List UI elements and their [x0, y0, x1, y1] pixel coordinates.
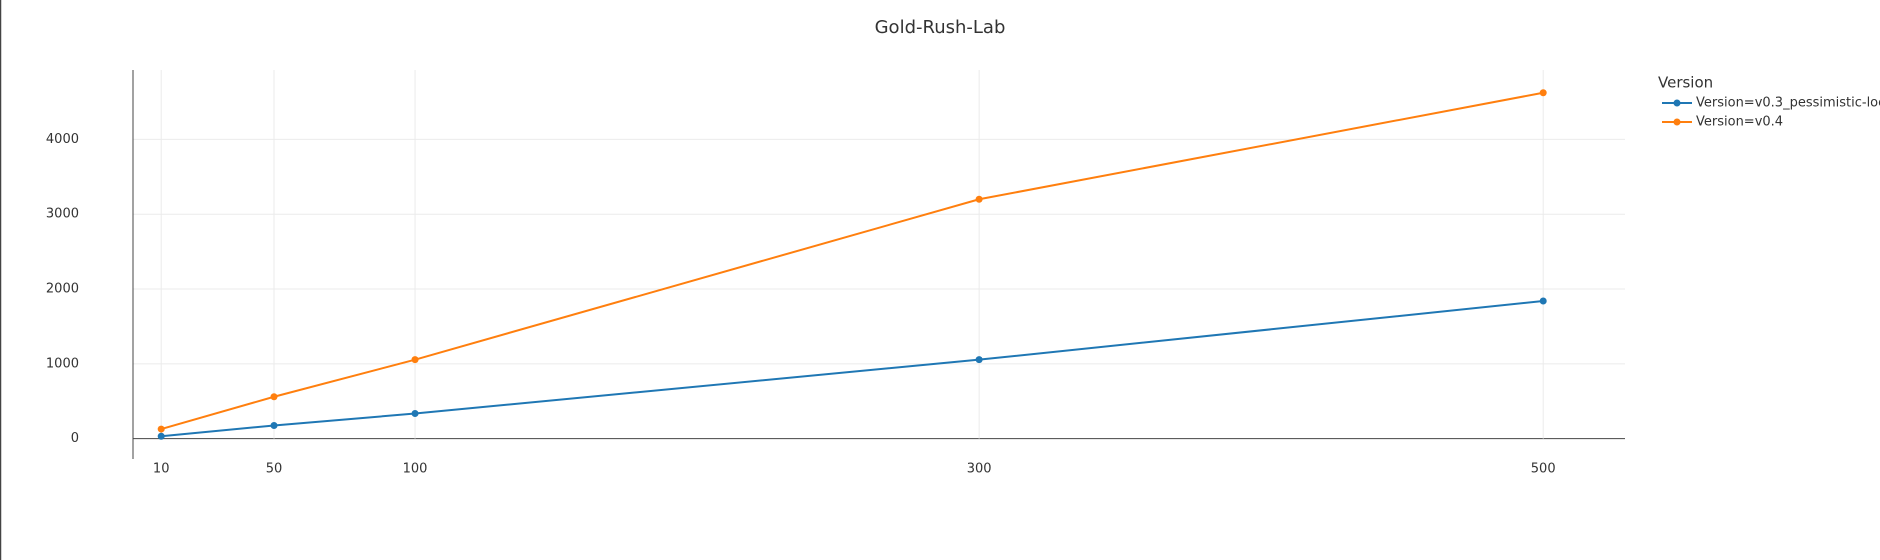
point	[1539, 89, 1547, 97]
point	[411, 410, 419, 418]
x-tick-label: 10	[153, 462, 170, 477]
y-tick-label: 3000	[46, 207, 79, 222]
point	[157, 425, 165, 433]
y-tick-label: 2000	[46, 282, 79, 297]
point	[270, 421, 278, 429]
y-tick-label: 1000	[46, 356, 79, 371]
y-tick-label: 0	[71, 431, 79, 446]
legend-swatch-point	[1673, 99, 1681, 107]
legend-label: Version=v0.4	[1696, 115, 1783, 130]
point	[157, 432, 165, 440]
point	[411, 356, 419, 364]
x-tick-label: 300	[967, 462, 992, 477]
legend-swatch-point	[1673, 118, 1681, 126]
legend-title: Version	[1658, 74, 1713, 92]
chart-title: Gold-Rush-Lab	[875, 17, 1006, 38]
point	[1539, 297, 1547, 305]
point	[975, 195, 983, 203]
point	[270, 393, 278, 401]
point	[975, 356, 983, 364]
x-tick-label: 500	[1531, 462, 1556, 477]
y-tick-label: 4000	[46, 132, 79, 147]
x-tick-label: 50	[266, 462, 283, 477]
legend-label: Version=v0.3_pessimistic-lock	[1696, 96, 1880, 111]
series-line	[160, 91, 1544, 431]
series-line	[161, 300, 1544, 438]
x-tick-label: 100	[403, 462, 428, 477]
